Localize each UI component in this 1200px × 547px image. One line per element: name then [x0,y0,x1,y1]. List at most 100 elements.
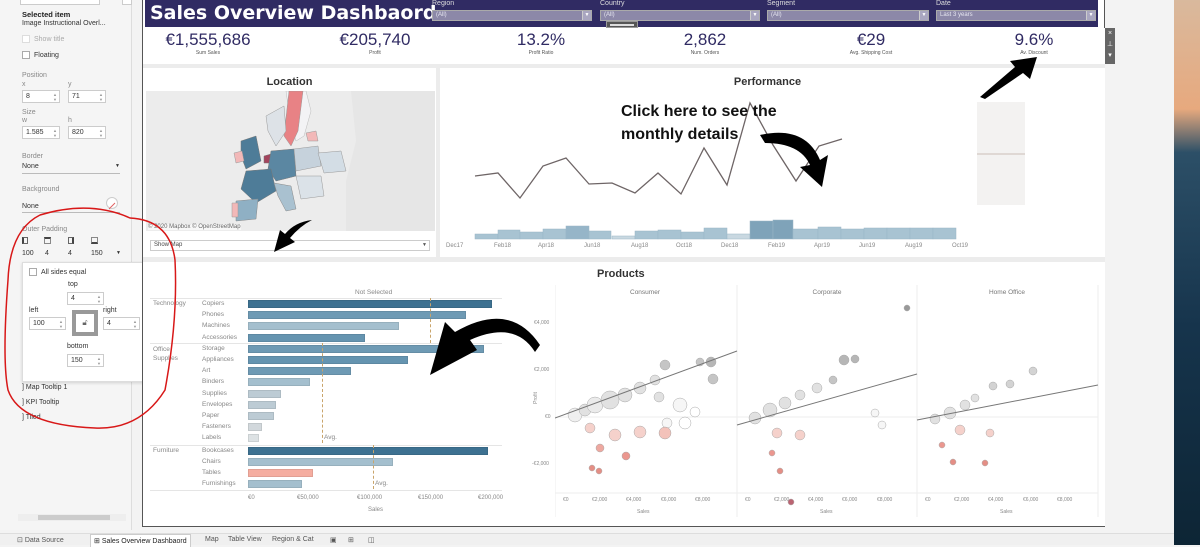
kpi-profit-ratio[interactable]: 13.2% Profit Ratio [516,30,566,56]
segment-filter[interactable]: Segment (All) ▼ [767,0,929,21]
y-label: y [68,81,72,88]
kpi-avg-shipping[interactable]: €29 Avg. Shipping Cost [849,30,893,56]
background-select[interactable]: None [22,203,39,210]
x-input[interactable]: 8 ▲ ▼ [22,90,60,103]
subcat-label: Envelopes [202,401,233,408]
subcat-label: Labels [202,434,222,441]
outer-padding-label: Outer Padding [22,226,68,233]
position-label: Position [22,72,47,79]
popup-left-input[interactable]: 100 ▲ ▼ [29,317,66,330]
kpi-profit[interactable]: €205,740 Profit [339,30,411,56]
bar[interactable] [248,311,466,319]
scatter-plots [555,285,1099,517]
chevron-down-icon: ▼ [1086,11,1095,20]
segment-title: Home Office [988,289,1025,296]
tab-table-view[interactable]: Table View [228,536,262,543]
popup-bottom-input[interactable]: 150 ▲ ▼ [67,354,104,367]
bar[interactable] [248,423,262,431]
date-select[interactable]: Last 3 years ▼ [936,10,1096,21]
bar[interactable] [248,401,276,409]
subcat-label: Chairs [202,458,221,465]
item-kpi-tooltip[interactable]: ] KPI Tooltip [22,399,60,406]
padding-left-icon [22,237,28,244]
popup-right-input[interactable]: 4 ▲ ▼ [103,317,140,330]
close-icon[interactable]: × [1107,30,1113,37]
sidebar-scrollbar[interactable] [18,514,126,521]
bar[interactable] [248,356,408,364]
subcat-label: Phones [202,311,225,318]
bar-header: Not Selected [355,289,393,296]
tab-region-cat[interactable]: Region & Cat [272,536,314,543]
popup-top-input[interactable]: 4 ▲ ▼ [67,292,104,305]
all-sides-equal-checkbox[interactable]: All sides equal [29,268,86,276]
h-input[interactable]: 820 ▲ ▼ [68,126,106,139]
sheet-tabs: ⊡ Data Source ⊞ Sales Overview Dashbaord… [0,533,1174,547]
bar[interactable] [248,458,393,466]
region-filter[interactable]: Region (All) ▼ [432,0,592,21]
segment-title: Consumer [630,289,660,296]
padding-bottom-value: 150 [91,250,103,257]
dashboard-header: Sales Overview Dashbaord Region (All) ▼ C… [145,0,1098,27]
separator [143,257,1105,262]
country-select[interactable]: (All) ▼ [600,10,760,21]
lock-button[interactable]: 🔓︎ [72,310,98,336]
date-label: Date [936,0,951,7]
bar[interactable] [248,469,313,477]
new-dashboard-icon[interactable]: ⊞ [348,537,354,544]
y-tick: €2,000 [534,367,550,373]
background-underline [22,212,120,213]
bar[interactable] [248,334,365,342]
tab-sales-overview[interactable]: ⊞ Sales Overview Dashbaord [90,534,191,547]
segment-select[interactable]: (All) ▼ [767,10,929,21]
date-filter[interactable]: Date Last 3 years ▼ [936,0,1096,21]
bar[interactable] [248,300,492,308]
bar[interactable] [248,447,488,455]
country-filter[interactable]: Country (All) ▼ [600,0,760,21]
dropdown-icon[interactable]: ▾ [1108,52,1112,59]
kpi-av-discount[interactable]: 9.6% Av. Discount [1014,30,1054,56]
bar[interactable] [248,434,259,442]
new-story-icon[interactable]: ◫ [368,537,375,544]
show-title-checkbox[interactable]: Show title [22,35,64,43]
floating-checkbox[interactable]: Floating [22,51,59,59]
tab-data-source[interactable]: ⊡ Data Source [17,537,64,544]
bar[interactable] [248,367,351,375]
scrollbar-thumb[interactable] [38,515,110,520]
new-sheet-icon[interactable]: ▣ [330,537,337,544]
sidebar-tab[interactable] [20,0,100,5]
bar[interactable] [248,480,302,488]
chevron-down-icon: ▼ [422,242,427,248]
kpi-num-orders[interactable]: 2,862 Num. Orders [683,30,727,56]
kpi-sum-sales[interactable]: €1,555,686 Sum Sales [165,30,251,56]
bar[interactable] [248,322,399,330]
selected-item-label: Selected item [22,10,71,19]
curved-arrow-icon [760,132,828,187]
sidebar-tab-2[interactable] [122,0,132,5]
europe-map[interactable]: © 2020 Mapbox © OpenStreetMap [146,91,435,231]
y-input[interactable]: 71 ▲ ▼ [68,90,106,103]
bar[interactable] [248,345,484,353]
region-label: Region [432,0,455,7]
h-label: h [68,117,72,124]
w-input[interactable]: 1.585 ▲ ▼ [22,126,60,139]
curved-arrow-icon [430,318,540,375]
padding-dropdown-icon[interactable]: ▼ [116,250,121,256]
pin-icon[interactable]: ⊥ [1106,41,1114,48]
size-label: Size [22,109,36,116]
performance-chart[interactable] [440,68,1105,257]
border-select[interactable]: None ▼ [22,163,120,170]
bar[interactable] [248,378,310,386]
item-map-tooltip[interactable]: ] Map Tooltip 1 [22,384,68,391]
chevron-down-icon: ▼ [582,11,591,20]
no-color-icon[interactable] [106,197,118,210]
floating-controls: × ⊥ ▾ [1105,28,1115,64]
bar[interactable] [248,412,274,420]
x-tick: €150,000 [418,495,444,501]
tab-map[interactable]: Map [205,536,219,543]
region-select[interactable]: (All) ▼ [432,10,592,21]
drag-handle[interactable] [606,21,638,28]
item-tiled[interactable]: ] Tiled [22,414,41,421]
bar[interactable] [248,390,281,398]
category-label: Office Supplies [153,346,178,362]
avg-label: Avg. [324,434,337,441]
